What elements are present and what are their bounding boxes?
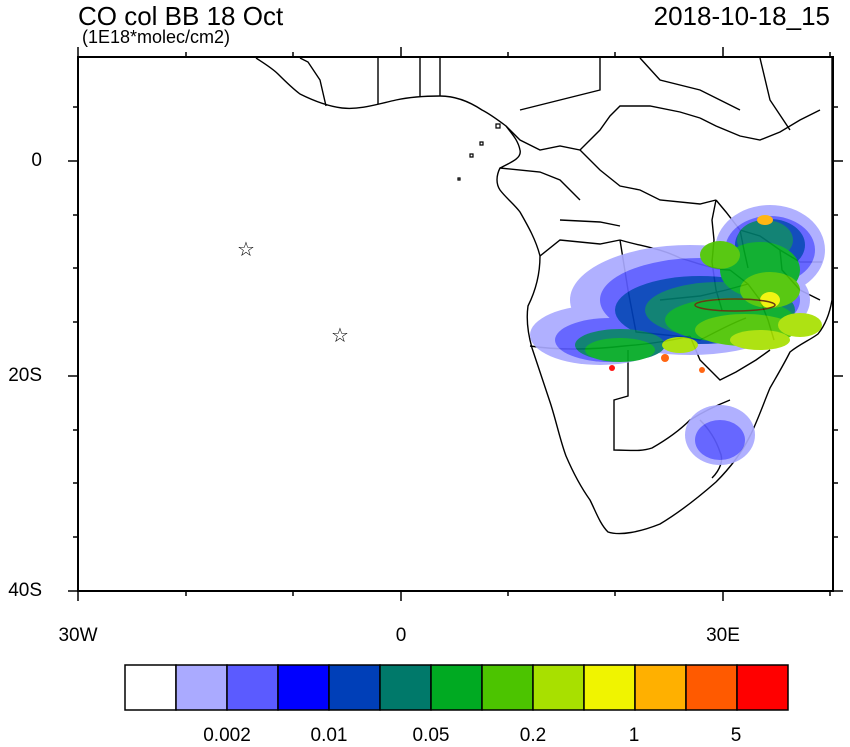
colorbar-swatch <box>736 664 789 711</box>
colorbar-label: 0.002 <box>203 725 251 746</box>
units-label: (1E18*molec/cm2) <box>82 27 231 47</box>
colorbar-swatch <box>328 664 381 711</box>
map-title: CO col BB 18 Oct <box>78 1 284 31</box>
x-tick-label: 30W <box>58 625 98 646</box>
colorbar-swatch <box>226 664 279 711</box>
colorbar-label: 5 <box>730 725 742 746</box>
star-marker-1: ☆ <box>237 237 255 261</box>
colorbar-swatch <box>532 664 585 711</box>
co-plume <box>530 205 825 465</box>
colorbar-swatch <box>634 664 687 711</box>
y-tick-label: 40S <box>8 580 42 601</box>
datetime-label: 2018-10-18_15 <box>653 1 830 31</box>
colorbar-swatch <box>277 664 330 711</box>
colorbar <box>124 664 789 711</box>
star-marker-2: ☆ <box>331 323 349 347</box>
colorbar-swatch <box>685 664 738 711</box>
axis-ticks <box>68 47 843 601</box>
map-frame <box>77 56 834 592</box>
colorbar-swatch <box>124 664 177 711</box>
colorbar-swatch <box>175 664 228 711</box>
colorbar-swatch <box>379 664 432 711</box>
colorbar-label: 0.05 <box>412 725 450 746</box>
x-tick-label: 0 <box>395 625 407 646</box>
colorbar-swatch <box>481 664 534 711</box>
y-tick-label: 0 <box>31 150 42 171</box>
x-tick-label: 30E <box>706 625 740 646</box>
colorbar-swatch <box>430 664 483 711</box>
colorbar-label: 1 <box>628 725 640 746</box>
y-tick-label: 20S <box>8 365 42 386</box>
colorbar-label: 0.01 <box>310 725 348 746</box>
islands <box>457 123 501 181</box>
colorbar-label: 0.2 <box>519 725 547 746</box>
colorbar-swatch <box>583 664 636 711</box>
